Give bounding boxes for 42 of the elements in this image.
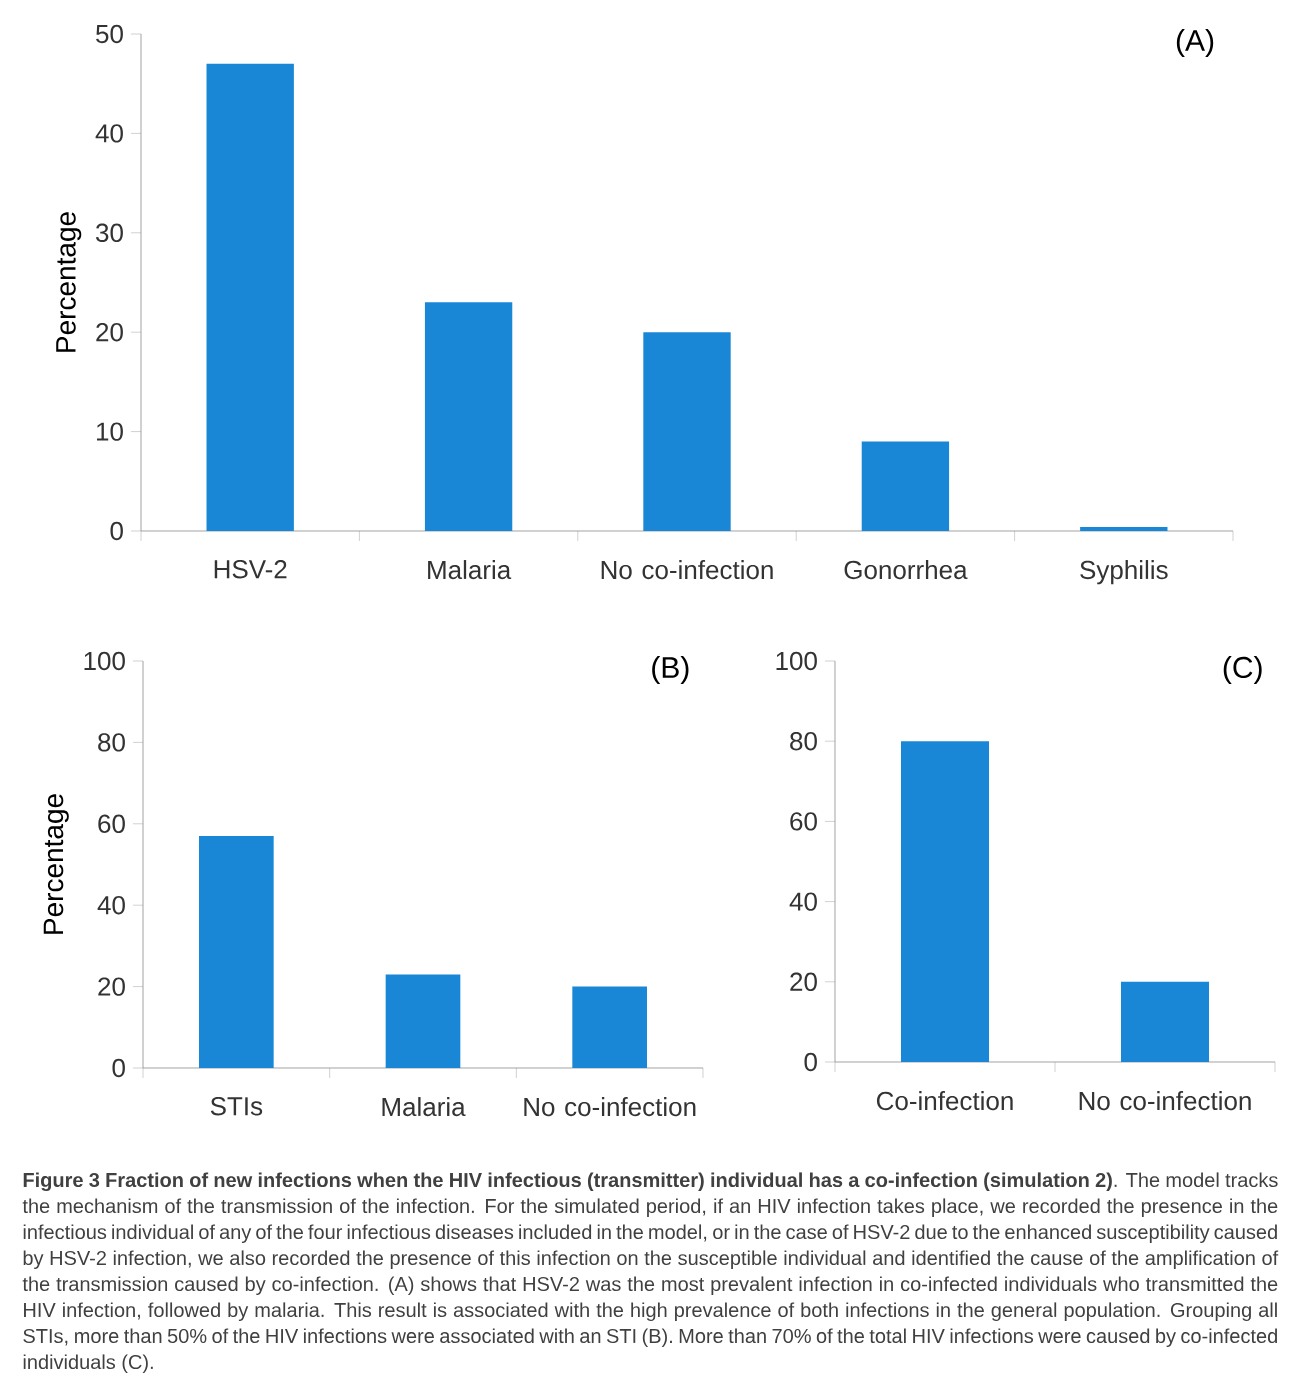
x-tick-label: No co-infection <box>601 560 773 580</box>
x-tick-label: Co-infection <box>876 1091 1013 1111</box>
x-tick-label: No co-infection <box>1079 1091 1251 1111</box>
y-tick-label: 30 <box>96 223 123 242</box>
chart-title: (A) <box>1176 29 1214 58</box>
y-tick-label: 20 <box>96 322 123 342</box>
text: Figure 3 Fraction of new infections when the HIV infectious (transmitter) individual has a co-infection (simulation 2). The model tracks the mechanism of the transmission of the infection. For the simulated period, if an HIV infection takes place, we recorded the presence in the infectious individual of any of the four infectious diseases included in the model, or in the case of HSV-2 due to the enhanced susceptibility caused by HSV-2 infection, we also recorded the presence of this infection on the susceptible individual and identified the cause of the amplification of the transmission caused by co-infection. (A) shows that HSV-2 was the most prevalent infection in co-infected individuals who transmitted the HIV infection, followed by malaria. This result is associated with the high prevalence of both infections in the general population. Grouping all STIs, more than 50% of the HIV infections were associated with an STI (B). More than 70% of the total HIV infections were caused by co-infected individuals (C). <box>22 1172 1279 1374</box>
y-tick-label: 60 <box>790 812 817 831</box>
x-tick-label: Gonorrhea <box>844 560 968 580</box>
bar <box>199 836 274 1068</box>
y-axis-title: Percentage <box>43 794 69 934</box>
x-tick-label: HSV-2 <box>214 560 287 579</box>
bar <box>572 986 647 1068</box>
bar <box>424 302 513 531</box>
x-tick-label: Malaria <box>382 1097 466 1117</box>
bar <box>385 974 461 1068</box>
x-tick-label: No co-infection <box>524 1097 696 1117</box>
chart-title: (C) <box>1223 656 1262 685</box>
y-tick-label: 100 <box>84 651 125 671</box>
y-tick-label: 20 <box>98 977 125 996</box>
y-tick-label: 50 <box>96 24 123 44</box>
y-axis-title: Percentage <box>56 212 82 352</box>
bar <box>206 63 294 531</box>
y-tick-label: 40 <box>789 892 817 911</box>
y-tick-label: 0 <box>110 521 123 541</box>
y-tick-label: 80 <box>98 733 125 752</box>
bar <box>1080 527 1168 531</box>
y-tick-label: 0 <box>804 1052 817 1072</box>
y-tick-label: 60 <box>98 814 125 833</box>
x-tick-label: STIs <box>210 1097 263 1116</box>
x-tick-label: Syphilis <box>1080 560 1168 585</box>
y-tick-label: 0 <box>112 1058 125 1078</box>
y-tick-label: 40 <box>97 895 125 915</box>
bar <box>861 441 950 531</box>
y-tick-label: 40 <box>95 124 123 143</box>
bar <box>643 332 731 531</box>
y-tick-label: 100 <box>776 651 817 671</box>
y-tick-label: 80 <box>790 731 817 751</box>
x-tick-label: Malaria <box>428 560 512 580</box>
chart-title: (B) <box>652 656 689 685</box>
y-tick-label: 20 <box>790 972 817 991</box>
y-tick-label: 10 <box>96 422 123 441</box>
